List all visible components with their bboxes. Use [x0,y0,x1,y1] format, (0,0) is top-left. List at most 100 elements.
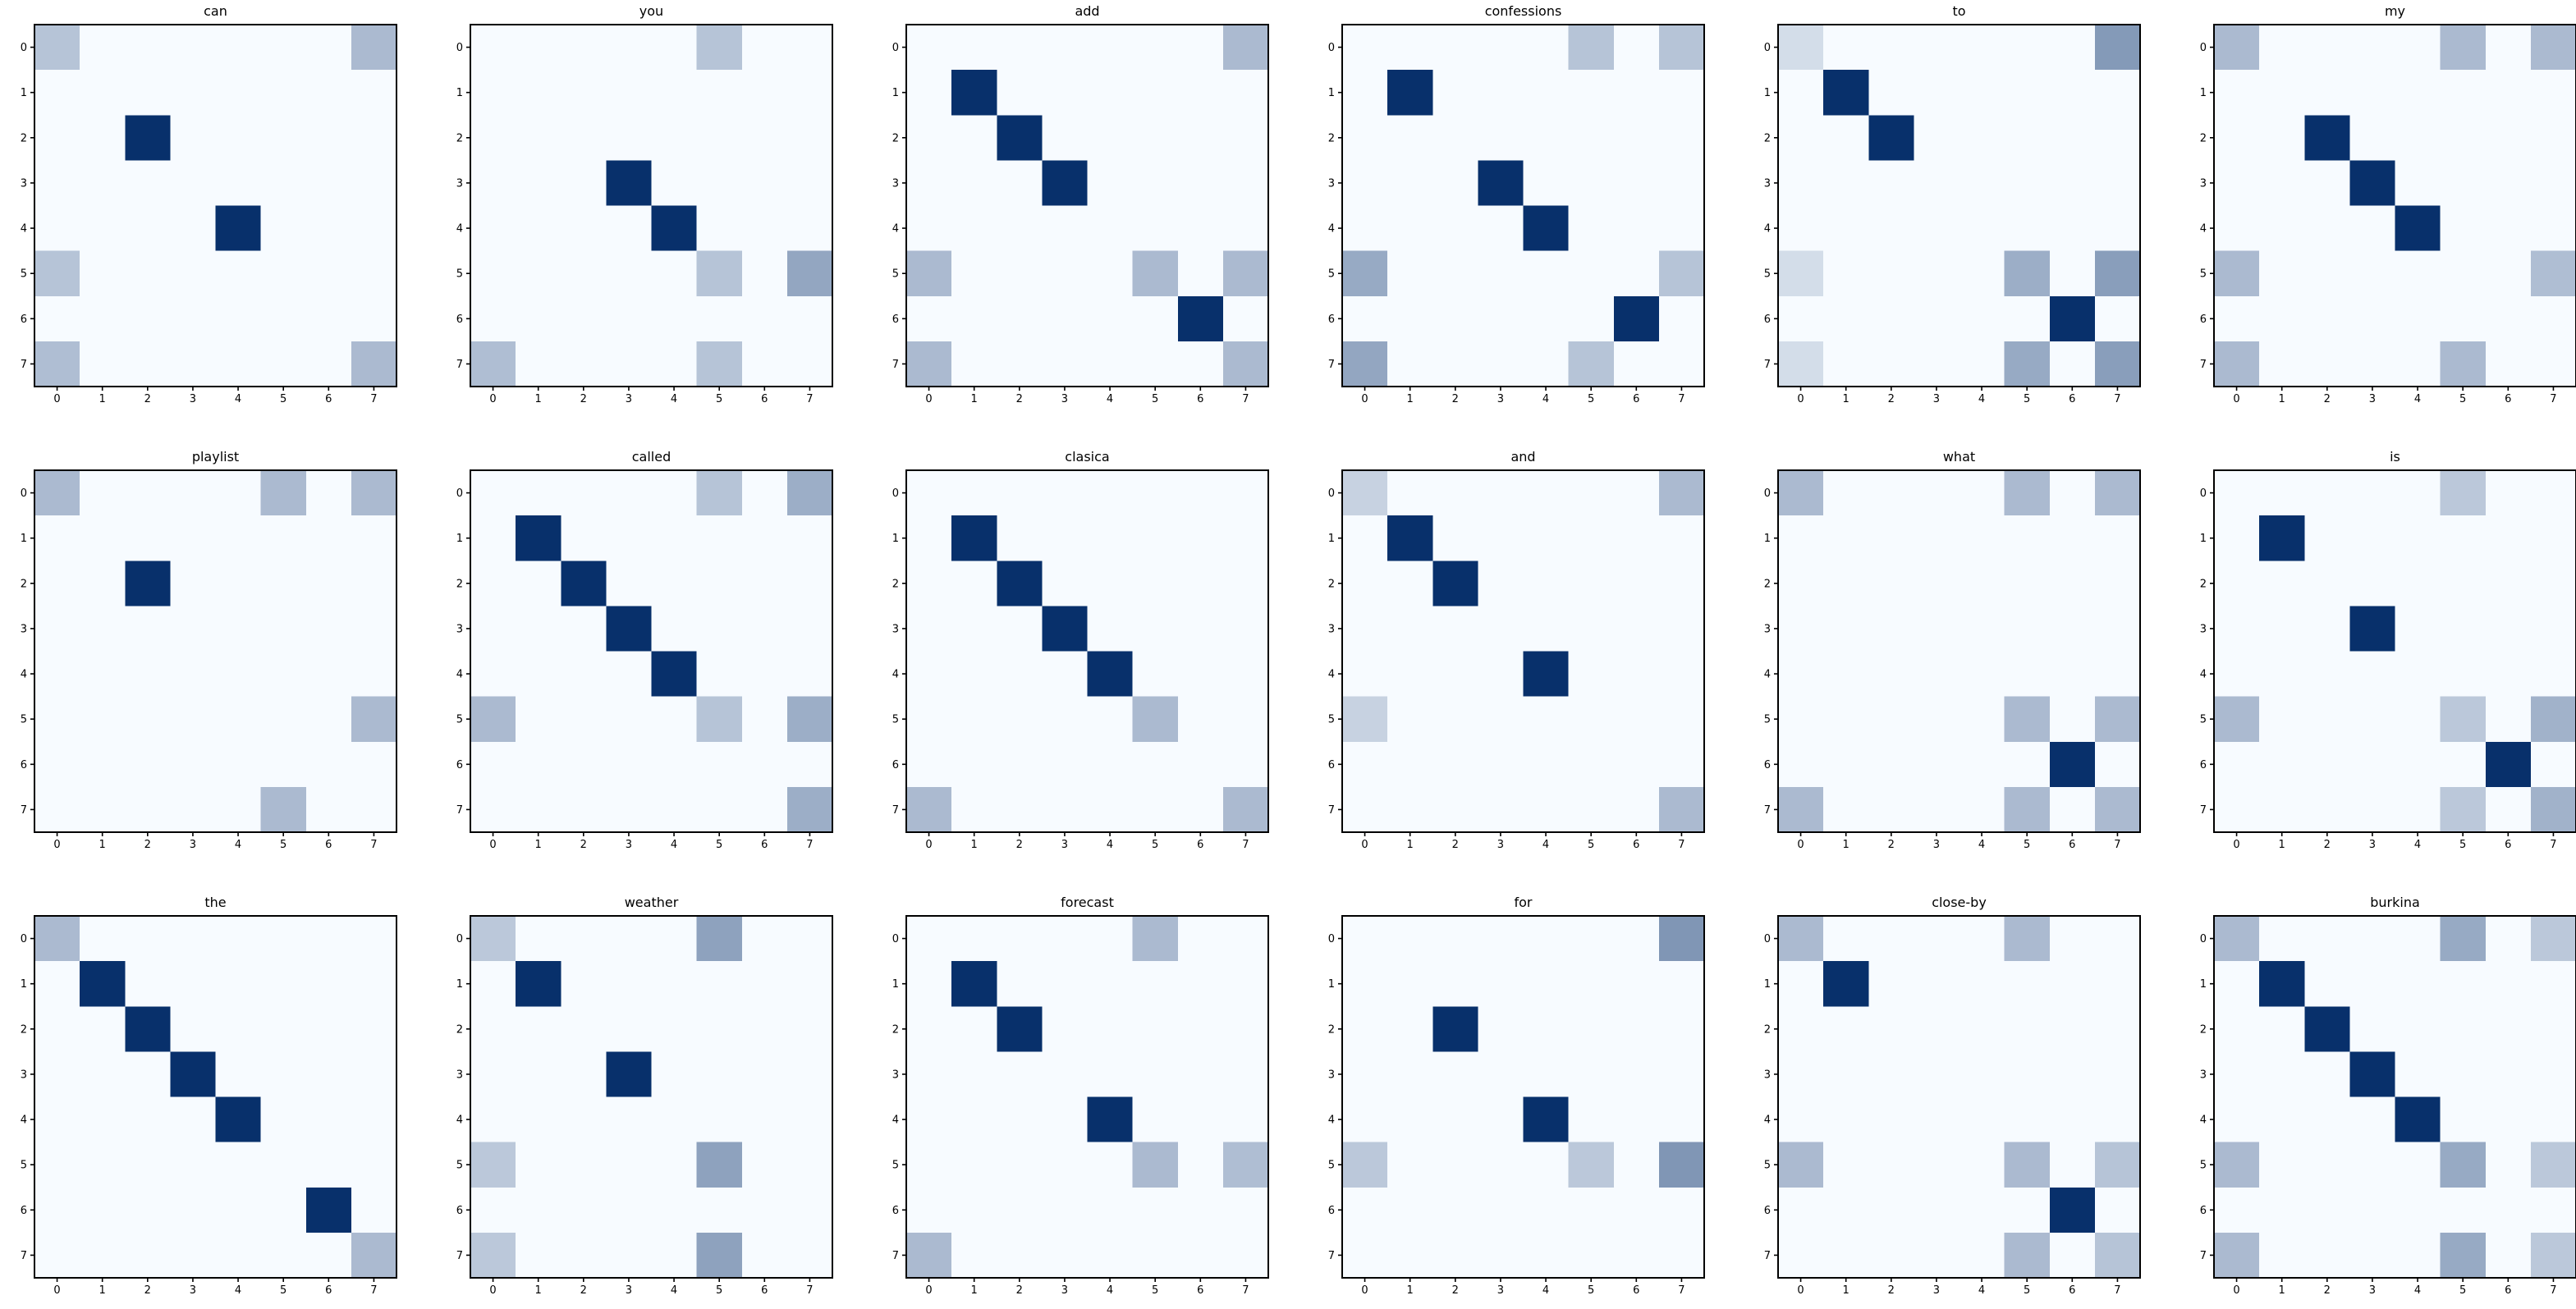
heatmap-cell [2349,341,2395,387]
heatmap-cell [1823,25,1869,71]
y-tick-label: 1 [2200,87,2207,99]
heatmap-panel: what 0 1 2 3 4 5 6 7 0 1 2 3 4 5 6 7 [1764,449,2141,851]
heatmap-cell [2485,1006,2532,1052]
heatmap-cell [1177,205,1224,252]
heatmap-cell [1914,250,1960,297]
x-tick-label: 6 [761,1284,768,1297]
heatmap-cell [1523,1142,1570,1188]
heatmap-cell [1658,1232,1705,1279]
heatmap-cell [696,961,743,1007]
y-tick-label: 1 [1764,87,1771,99]
y-tick-label: 4 [1764,669,1771,681]
y-tick-label: 5 [1328,268,1335,281]
x-tick-label: 7 [2550,1284,2556,1297]
heatmap-cell [1568,470,1615,516]
heatmap-cell [1523,1232,1570,1279]
y-tick-label: 6 [1328,314,1335,326]
y-tick-label: 6 [21,1205,27,1217]
heatmap-cell [1868,515,1914,561]
heatmap-cell [470,961,516,1007]
heatmap-cell [260,205,307,252]
heatmap-cell [260,1232,307,1279]
heatmap-cell [1959,250,2005,297]
axes-frame [1341,469,1705,833]
heatmap-cell [1658,70,1705,116]
y-tick-label: 2 [456,132,463,144]
heatmap-cell [1087,160,1134,206]
heatmap-cell [34,341,80,387]
heatmap-cell [1778,470,1824,516]
panel-title: forecast [1061,895,1114,910]
heatmap-cell [1222,70,1269,116]
heatmap-cell [2214,696,2260,743]
heatmap-cell [906,515,952,561]
heatmap-cell [260,160,307,206]
y-tick-label: 4 [2200,669,2207,681]
heatmap-cell [1868,606,1914,652]
x-tick-label: 7 [1242,1284,1249,1297]
y-tick-label: 3 [456,177,463,190]
heatmap-cell [1914,916,1960,962]
heatmap-cell [1658,515,1705,561]
heatmap-cell [606,341,652,387]
x-tick-label: 2 [144,393,151,405]
heatmap-cell [906,696,952,743]
heatmap-cell [2259,961,2305,1007]
heatmap-cell [2349,606,2395,652]
x-tick-label: 0 [1797,393,1804,405]
x-tick-label: 2 [144,1284,151,1297]
heatmap-cell [2485,1187,2532,1233]
heatmap-cell [2004,741,2051,788]
heatmap-cell [2049,1006,2096,1052]
heatmap-cell [1823,250,1869,297]
heatmap-cell [1432,606,1478,652]
heatmap-cell [1222,470,1269,516]
heatmap-cell [2485,1096,2532,1143]
heatmap-cell [2440,786,2487,833]
heatmap-cell [34,115,80,161]
heatmap-cell [1478,696,1524,743]
heatmap-cell [2485,606,2532,652]
y-tick-label: 7 [2200,1250,2207,1262]
x-tick-label: 3 [1933,1284,1940,1297]
heatmap-cell [1042,741,1088,788]
heatmap-cell [1177,916,1224,962]
heatmap-cell [170,606,216,652]
heatmap-cell [1959,916,2005,962]
heatmap-cell [1042,250,1088,297]
x-tick-label: 7 [370,1284,377,1297]
heatmap-cell [997,961,1043,1007]
heatmap-cell [1432,1142,1478,1188]
heatmap-cell [305,295,352,342]
heatmap-cell [2440,341,2487,387]
heatmap-cell [351,1187,397,1233]
x-tick-label: 6 [325,393,332,405]
heatmap-cell [80,115,126,161]
panel-title: is [2390,449,2400,465]
y-tick-label: 1 [21,87,27,99]
heatmap-cell [1523,70,1570,116]
heatmap-cell [2349,696,2395,743]
heatmap-cell [741,115,788,161]
x-tick-label: 2 [1016,839,1023,851]
heatmap-cell [1568,1142,1615,1188]
heatmap-cell [2049,1096,2096,1143]
heatmap-cell [351,916,397,962]
heatmap-cell [1432,115,1478,161]
heatmap-cell [1087,295,1134,342]
y-tick-label: 4 [892,223,899,236]
heatmap-cell [2214,606,2260,652]
heatmap-cell [951,741,997,788]
heatmap-cell [741,1006,788,1052]
heatmap-cell [470,250,516,297]
heatmap-panel: for 0 1 2 3 4 5 6 7 0 1 2 3 4 5 6 7 [1328,895,1705,1297]
heatmap-cell [1387,961,1433,1007]
heatmap-cell [2395,1187,2441,1233]
heatmap-cell [2304,696,2350,743]
heatmap-cell [34,160,80,206]
heatmap-cell [1087,961,1134,1007]
y-tick-label: 5 [2200,714,2207,726]
heatmap-cell [1914,961,1960,1007]
heatmap-cell [1177,786,1224,833]
